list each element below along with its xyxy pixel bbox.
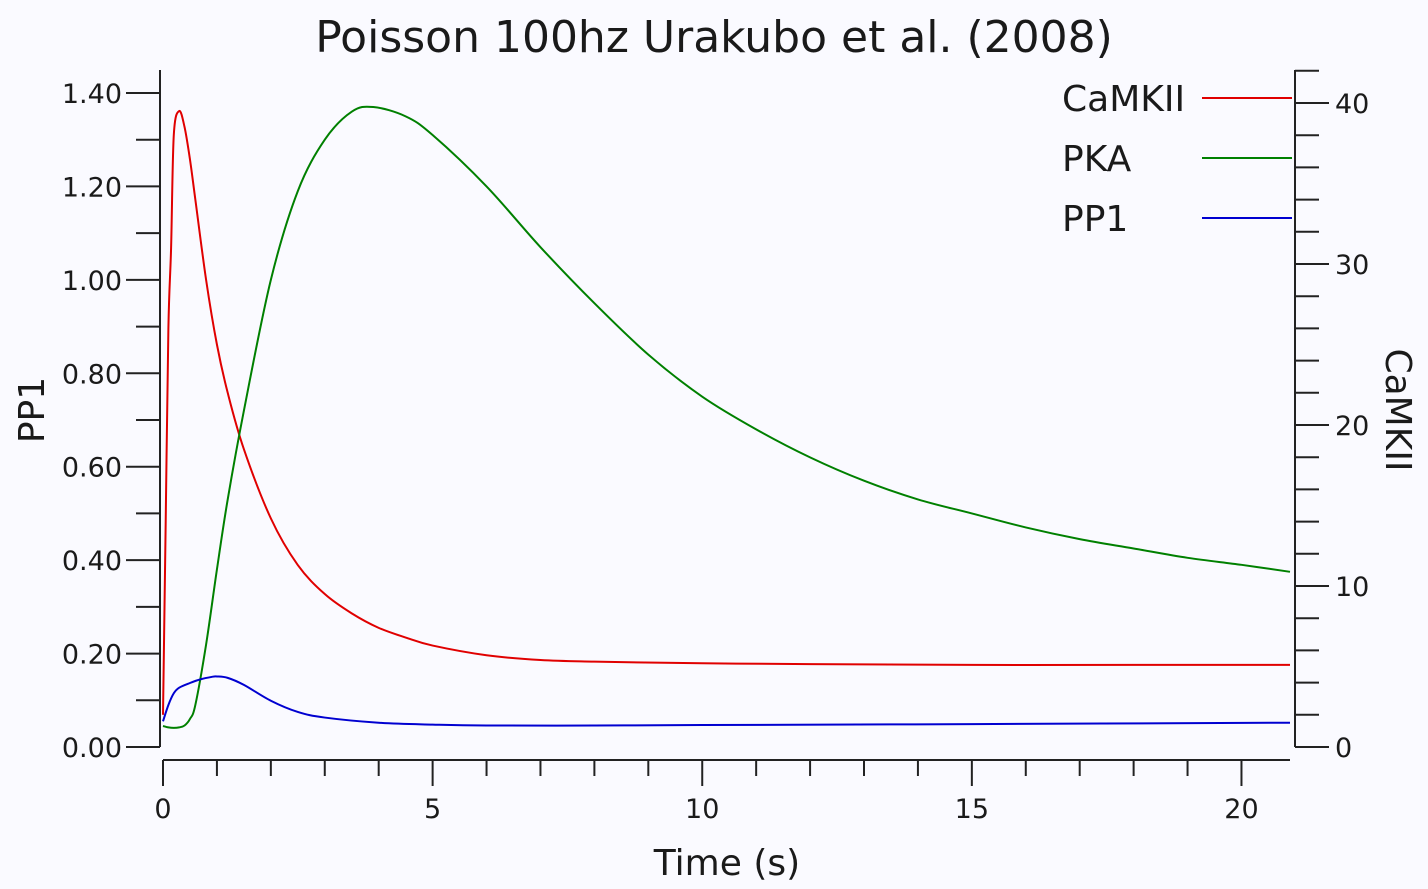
series-line-pka — [162, 105, 1291, 729]
y-right-tick-label: 20 — [1335, 411, 1369, 442]
y-left-tick-label: 1.20 — [62, 172, 122, 203]
x-axis-label: Time (s) — [653, 843, 800, 884]
legend-label-camkii: CaMKII — [1062, 79, 1185, 120]
x-tick-label: 20 — [1224, 794, 1258, 825]
x-tick-label: 15 — [955, 794, 989, 825]
axes: 0.00 0.20 0.40 0.60 0.80 1.00 1.20 1.40 0 10 20 30 4… — [62, 69, 1369, 825]
y-left-tick-label: 0.20 — [62, 640, 122, 671]
y-left-tick-label: 0.60 — [62, 453, 122, 484]
x-tick-label: 0 — [154, 794, 171, 825]
x-tick-label: 5 — [424, 794, 441, 825]
y-right-tick-label: 10 — [1335, 572, 1369, 603]
legend-label-pka: PKA — [1062, 139, 1132, 180]
y-right-axis-label: CaMKII — [1377, 348, 1418, 471]
legend: CaMKII PKA PP1 — [1062, 79, 1292, 240]
x-tick-label: 10 — [685, 794, 719, 825]
chart-title: Poisson 100hz Urakubo et al. (2008) — [315, 12, 1113, 63]
series-line-camkii — [162, 110, 1290, 715]
y-left-tick-label: 0.40 — [62, 546, 122, 577]
legend-label-pp1: PP1 — [1062, 199, 1128, 240]
y-right-tick-label: 40 — [1335, 89, 1369, 120]
y-left-axis-label: PP1 — [12, 377, 53, 443]
series-group — [162, 105, 1291, 729]
y-left-tick-label: 1.40 — [62, 79, 122, 110]
y-right-tick-label: 30 — [1335, 250, 1369, 281]
y-left-tick-label: 0.80 — [62, 359, 122, 390]
y-left-tick-label: 0.00 — [62, 733, 122, 764]
y-right-tick-label: 0 — [1335, 733, 1352, 764]
series-line-pp1 — [162, 675, 1291, 727]
y-left-tick-label: 1.00 — [62, 266, 122, 297]
